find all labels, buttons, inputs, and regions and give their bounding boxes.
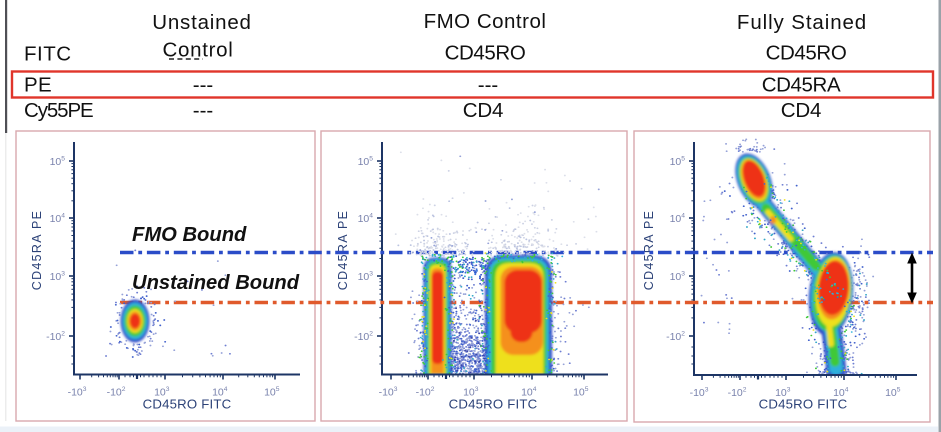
svg-text:PE: PE [24, 74, 52, 97]
svg-text:Unstained Bound: Unstained Bound [132, 272, 300, 294]
svg-text:-102: -102 [728, 387, 747, 400]
svg-text:CD45RA PE: CD45RA PE [336, 210, 350, 290]
svg-text:CD45RO FITC: CD45RO FITC [759, 397, 848, 412]
svg-text:---: --- [193, 99, 213, 122]
svg-text:CD45RA PE: CD45RA PE [30, 210, 44, 290]
svg-text:FMO Bound: FMO Bound [132, 224, 247, 246]
svg-text:Unstained: Unstained [152, 11, 252, 34]
svg-text:CD4: CD4 [463, 99, 503, 122]
svg-text:CD45RA PE: CD45RA PE [642, 210, 656, 290]
svg-text:-102: -102 [107, 386, 126, 399]
svg-text:Control: Control [163, 39, 234, 62]
svg-text:CD45RO: CD45RO [445, 42, 526, 65]
svg-text:Fully Stained: Fully Stained [737, 11, 867, 34]
svg-text:-103: -103 [68, 386, 87, 399]
svg-text:---: --- [478, 74, 498, 97]
svg-text:CD45RO FITC: CD45RO FITC [449, 397, 538, 412]
svg-text:---: --- [193, 74, 213, 97]
svg-text:-102: -102 [666, 331, 685, 344]
svg-text:CD4: CD4 [781, 99, 821, 122]
svg-text:CD45RO FITC: CD45RO FITC [143, 397, 232, 412]
svg-text:-102: -102 [46, 331, 65, 344]
svg-text:-103: -103 [690, 387, 709, 400]
svg-text:FMO Control: FMO Control [424, 10, 547, 33]
svg-text:Cy55PE: Cy55PE [24, 99, 93, 122]
svg-text:CD45RO: CD45RO [766, 42, 847, 65]
svg-text:FITC: FITC [24, 43, 72, 66]
svg-text:CD45RA: CD45RA [762, 74, 841, 97]
svg-text:-102: -102 [416, 386, 435, 399]
svg-text:-103: -103 [379, 386, 398, 399]
svg-text:-102: -102 [354, 331, 373, 344]
